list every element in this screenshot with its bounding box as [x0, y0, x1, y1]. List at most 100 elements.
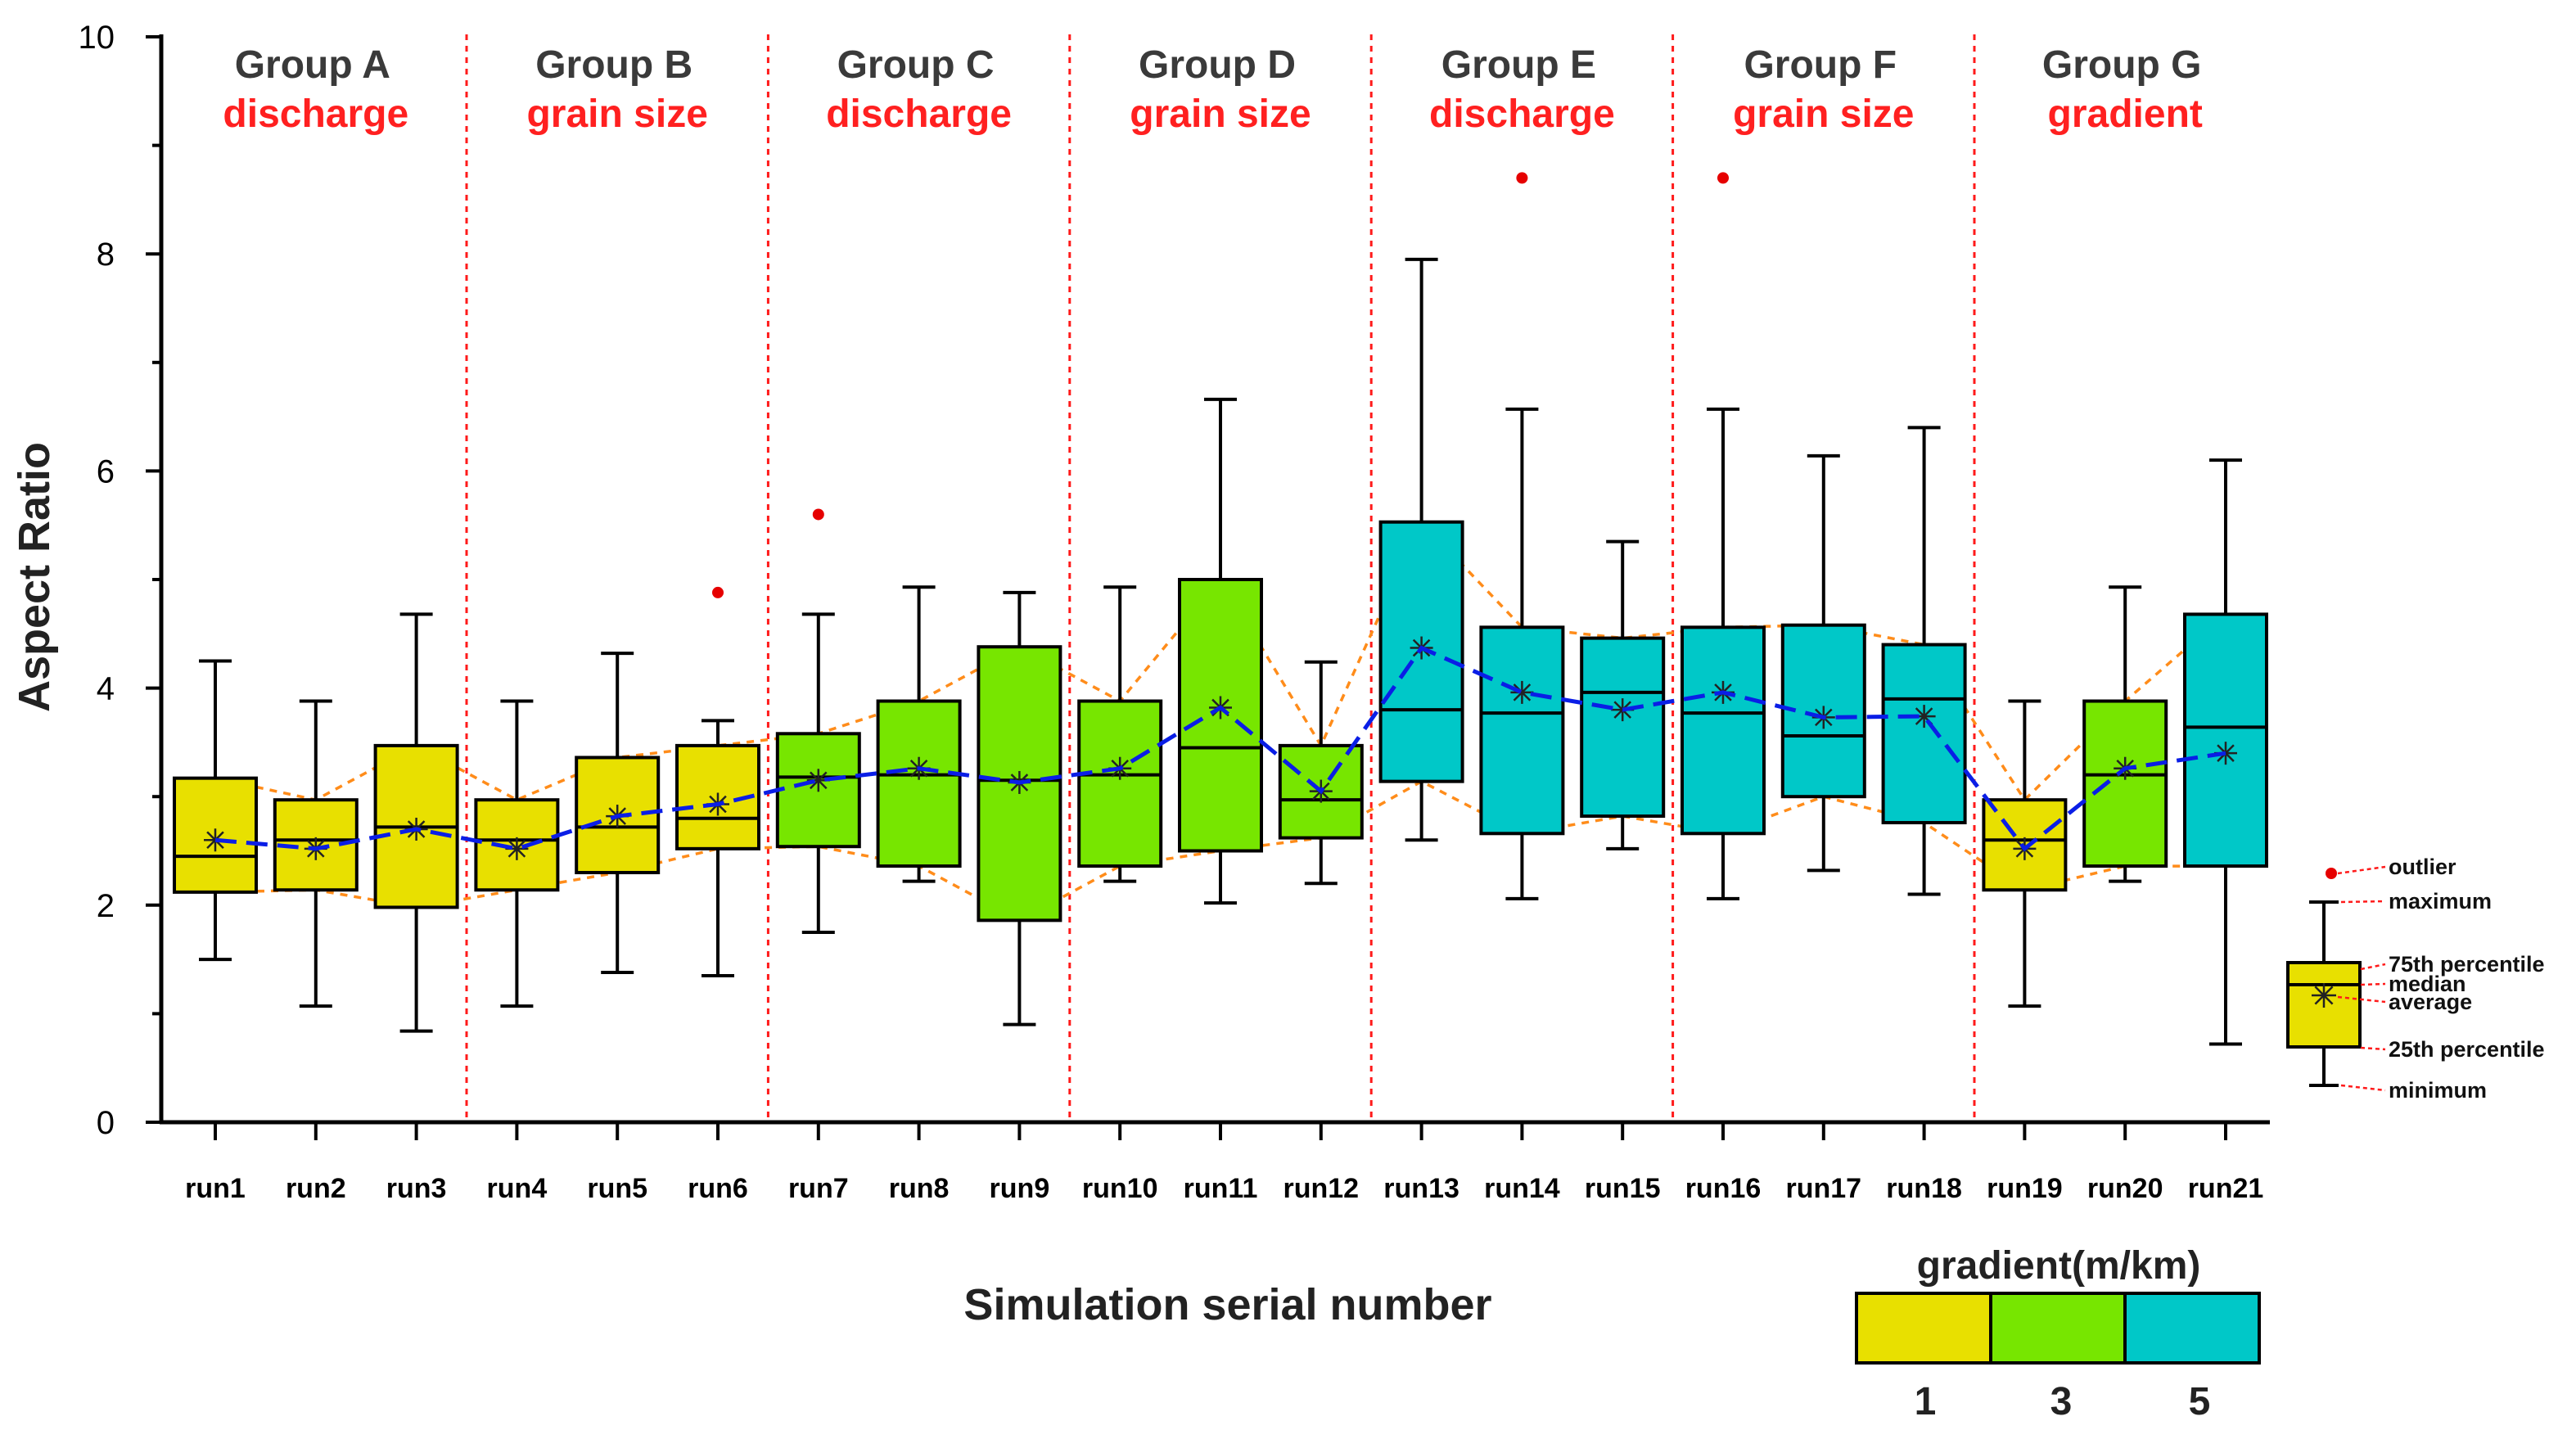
box-body: [1881, 643, 1967, 825]
group-labels: Group A discharge Group B grain size Group C…: [223, 43, 2202, 136]
y-tick-label: 0: [97, 1105, 115, 1141]
box-run15: [1580, 539, 1666, 850]
legend-label-outlier: outlier: [2389, 855, 2456, 879]
x-tick-label: run5: [587, 1173, 647, 1204]
box-body: [2082, 699, 2168, 868]
group-subtitle: discharge: [826, 92, 1012, 136]
box-run3: [373, 612, 459, 1033]
x-tick-label: run20: [2087, 1173, 2163, 1204]
box-legend: outlier maximum 75th percentilemedianavera…: [2286, 855, 2545, 1103]
gradient-swatch-3: [1989, 1292, 2127, 1365]
gradient-legend: gradient(m/km) 1 3 5: [1855, 1244, 2261, 1423]
legend-label-median: median: [2389, 972, 2466, 996]
box-run7: [775, 508, 861, 934]
x-tick-label: run4: [487, 1173, 548, 1204]
box-body: [1680, 625, 1766, 836]
gradient-swatch-1: [1855, 1292, 1992, 1365]
mean-trend: [214, 645, 2226, 852]
box-body: [2183, 612, 2268, 868]
x-tick-label: run3: [386, 1173, 447, 1204]
legend-outlier-point: [2326, 868, 2337, 879]
group-subtitle: gradient: [2048, 92, 2203, 136]
legend-pointer-median: [2360, 982, 2386, 986]
group-title: Group B: [535, 43, 692, 87]
y-tick-label: 2: [97, 888, 115, 924]
outlier-point: [812, 508, 824, 521]
box-run21: [2183, 458, 2268, 1046]
x-tick-label: run15: [1585, 1173, 1661, 1204]
legend-label-q1: 25th percentile: [2389, 1037, 2545, 1062]
y-ticks: 0 2 4 6 8 10: [79, 20, 161, 1141]
gradient-legend-label-5: 5: [2189, 1380, 2211, 1423]
legend-label-minimum: minimum: [2389, 1078, 2487, 1103]
gradient-legend-label-3: 3: [2050, 1380, 2073, 1423]
x-tick-label: run14: [1484, 1173, 1560, 1204]
legend-label-maximum: maximum: [2389, 889, 2492, 913]
x-tick-label: run2: [286, 1173, 346, 1204]
x-tick-label: run13: [1383, 1173, 1459, 1204]
outlier-point: [712, 586, 724, 598]
group-title: Group D: [1139, 43, 1296, 87]
x-tick-label: run1: [185, 1173, 246, 1204]
gradient-legend-label-1: 1: [1915, 1380, 1937, 1423]
box-run18: [1881, 426, 1967, 896]
group-title: Group F: [1744, 43, 1897, 87]
legend-pointer-minimum: [2340, 1084, 2386, 1092]
group-title: Group E: [1441, 43, 1596, 87]
box-run4: [474, 699, 560, 1008]
x-tick-label: run21: [2188, 1173, 2264, 1204]
group-title: Group G: [2042, 43, 2202, 87]
box-run8: [876, 585, 962, 883]
group-subtitle: discharge: [223, 92, 408, 136]
box-run10: [1077, 585, 1163, 883]
box-body: [876, 699, 962, 868]
x-tick-label: run7: [788, 1173, 849, 1204]
x-tick-label: run16: [1685, 1173, 1762, 1204]
x-tick-label: run6: [688, 1173, 748, 1204]
y-tick-label: 8: [97, 237, 115, 273]
box-run14: [1479, 172, 1565, 900]
legend-pointer-average: [2337, 995, 2386, 1004]
gradient-legend-title: gradient(m/km): [1917, 1244, 2201, 1288]
mean-marker: [806, 769, 830, 792]
group-subtitle: discharge: [1429, 92, 1615, 136]
box-body: [1479, 625, 1565, 836]
x-tick-label: run17: [1786, 1173, 1862, 1204]
group-title: Group A: [235, 43, 390, 87]
x-ticks: run1 run2 run3 run4 run5 run6 run7 run8 run9 run1…: [185, 1122, 2263, 1204]
gradient-swatch-5: [2123, 1292, 2261, 1365]
box-run11: [1178, 397, 1263, 905]
box-body: [1780, 623, 1866, 799]
y-tick-label: 6: [97, 453, 115, 489]
box-run9: [977, 590, 1062, 1026]
outlier-point: [1516, 172, 1528, 184]
legend-average-marker: [2312, 983, 2336, 1008]
box-series: [173, 172, 2268, 1046]
outlier-point: [1717, 172, 1729, 184]
x-tick-label: run18: [1886, 1173, 1962, 1204]
q3-envelope-line: [214, 519, 2227, 802]
mean-marker: [1510, 680, 1534, 704]
x-tick-label: run19: [1987, 1173, 2063, 1204]
box-run1: [173, 659, 258, 962]
x-tick-label: run10: [1082, 1173, 1158, 1204]
box-run12: [1278, 660, 1364, 886]
legend-label-q3: 75th percentile: [2389, 952, 2545, 977]
mean-trend-line: [214, 645, 2226, 852]
x-tick-label: run11: [1184, 1173, 1258, 1204]
group-dividers: [465, 34, 1976, 1121]
box-body: [1580, 636, 1666, 819]
legend-pointer-outlier: [2337, 865, 2386, 875]
x-tick-label: run12: [1283, 1173, 1360, 1204]
box-run2: [273, 699, 359, 1008]
legend-pointer-q1: [2360, 1046, 2386, 1051]
group-title: Group C: [837, 43, 995, 87]
y-axis-title: Aspect Ratio: [10, 442, 59, 712]
legend-pointer-q3: [2360, 963, 2386, 971]
x-axis-title: Simulation serial number: [963, 1280, 1491, 1329]
box-run20: [2082, 585, 2168, 883]
group-subtitle: grain size: [1130, 92, 1311, 136]
y-tick-label: 4: [97, 671, 115, 707]
